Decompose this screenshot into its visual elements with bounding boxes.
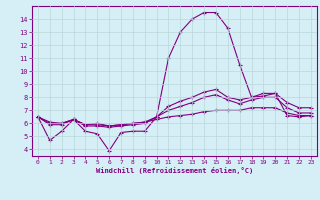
X-axis label: Windchill (Refroidissement éolien,°C): Windchill (Refroidissement éolien,°C) bbox=[96, 167, 253, 174]
